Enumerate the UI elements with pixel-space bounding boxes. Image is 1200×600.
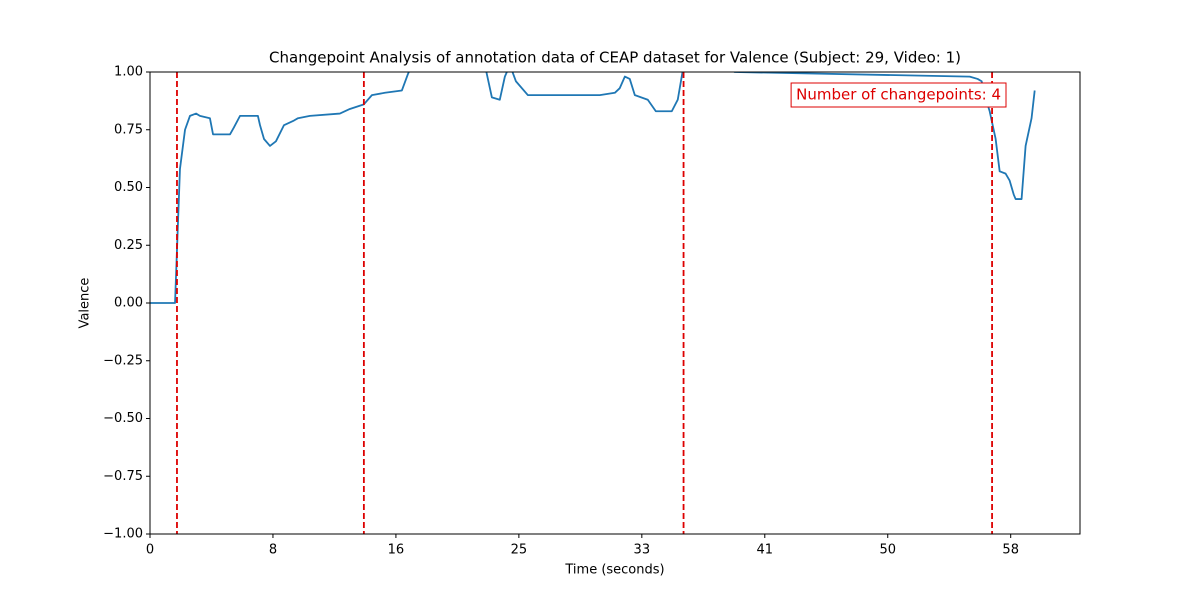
x-tick-label: 41 — [757, 543, 774, 558]
y-tick-label: 0.25 — [114, 238, 143, 253]
plot-area — [150, 72, 1036, 304]
x-tick-label: 8 — [269, 543, 277, 558]
y-tick-label: −0.75 — [103, 469, 143, 484]
chart-title: Changepoint Analysis of annotation data … — [269, 49, 961, 67]
x-tick-label: 25 — [511, 543, 528, 558]
y-tick-label: 0.00 — [114, 296, 143, 311]
annotation-box — [790, 82, 1007, 108]
plot-frame — [149, 71, 1081, 535]
x-axis-label: Time (seconds) — [564, 563, 664, 578]
y-tick-label: 0.50 — [114, 180, 143, 195]
y-tick-label: 0.75 — [114, 122, 143, 137]
y-tick-label: −0.50 — [103, 411, 143, 426]
y-tick-label: −0.25 — [103, 353, 143, 368]
y-tick-label: −1.00 — [103, 527, 143, 542]
x-tick-label: 16 — [388, 543, 405, 558]
annotation: Number of changepoints: 4 — [796, 86, 1001, 104]
data-line — [150, 72, 1036, 304]
x-tick-label: 50 — [879, 543, 896, 558]
y-axis-label: Valence — [78, 278, 93, 329]
x-tick-label: 33 — [634, 543, 651, 558]
y-tick-label: 1.00 — [114, 65, 143, 80]
x-tick-label: 58 — [1002, 543, 1019, 558]
x-tick-label: 0 — [146, 543, 154, 558]
